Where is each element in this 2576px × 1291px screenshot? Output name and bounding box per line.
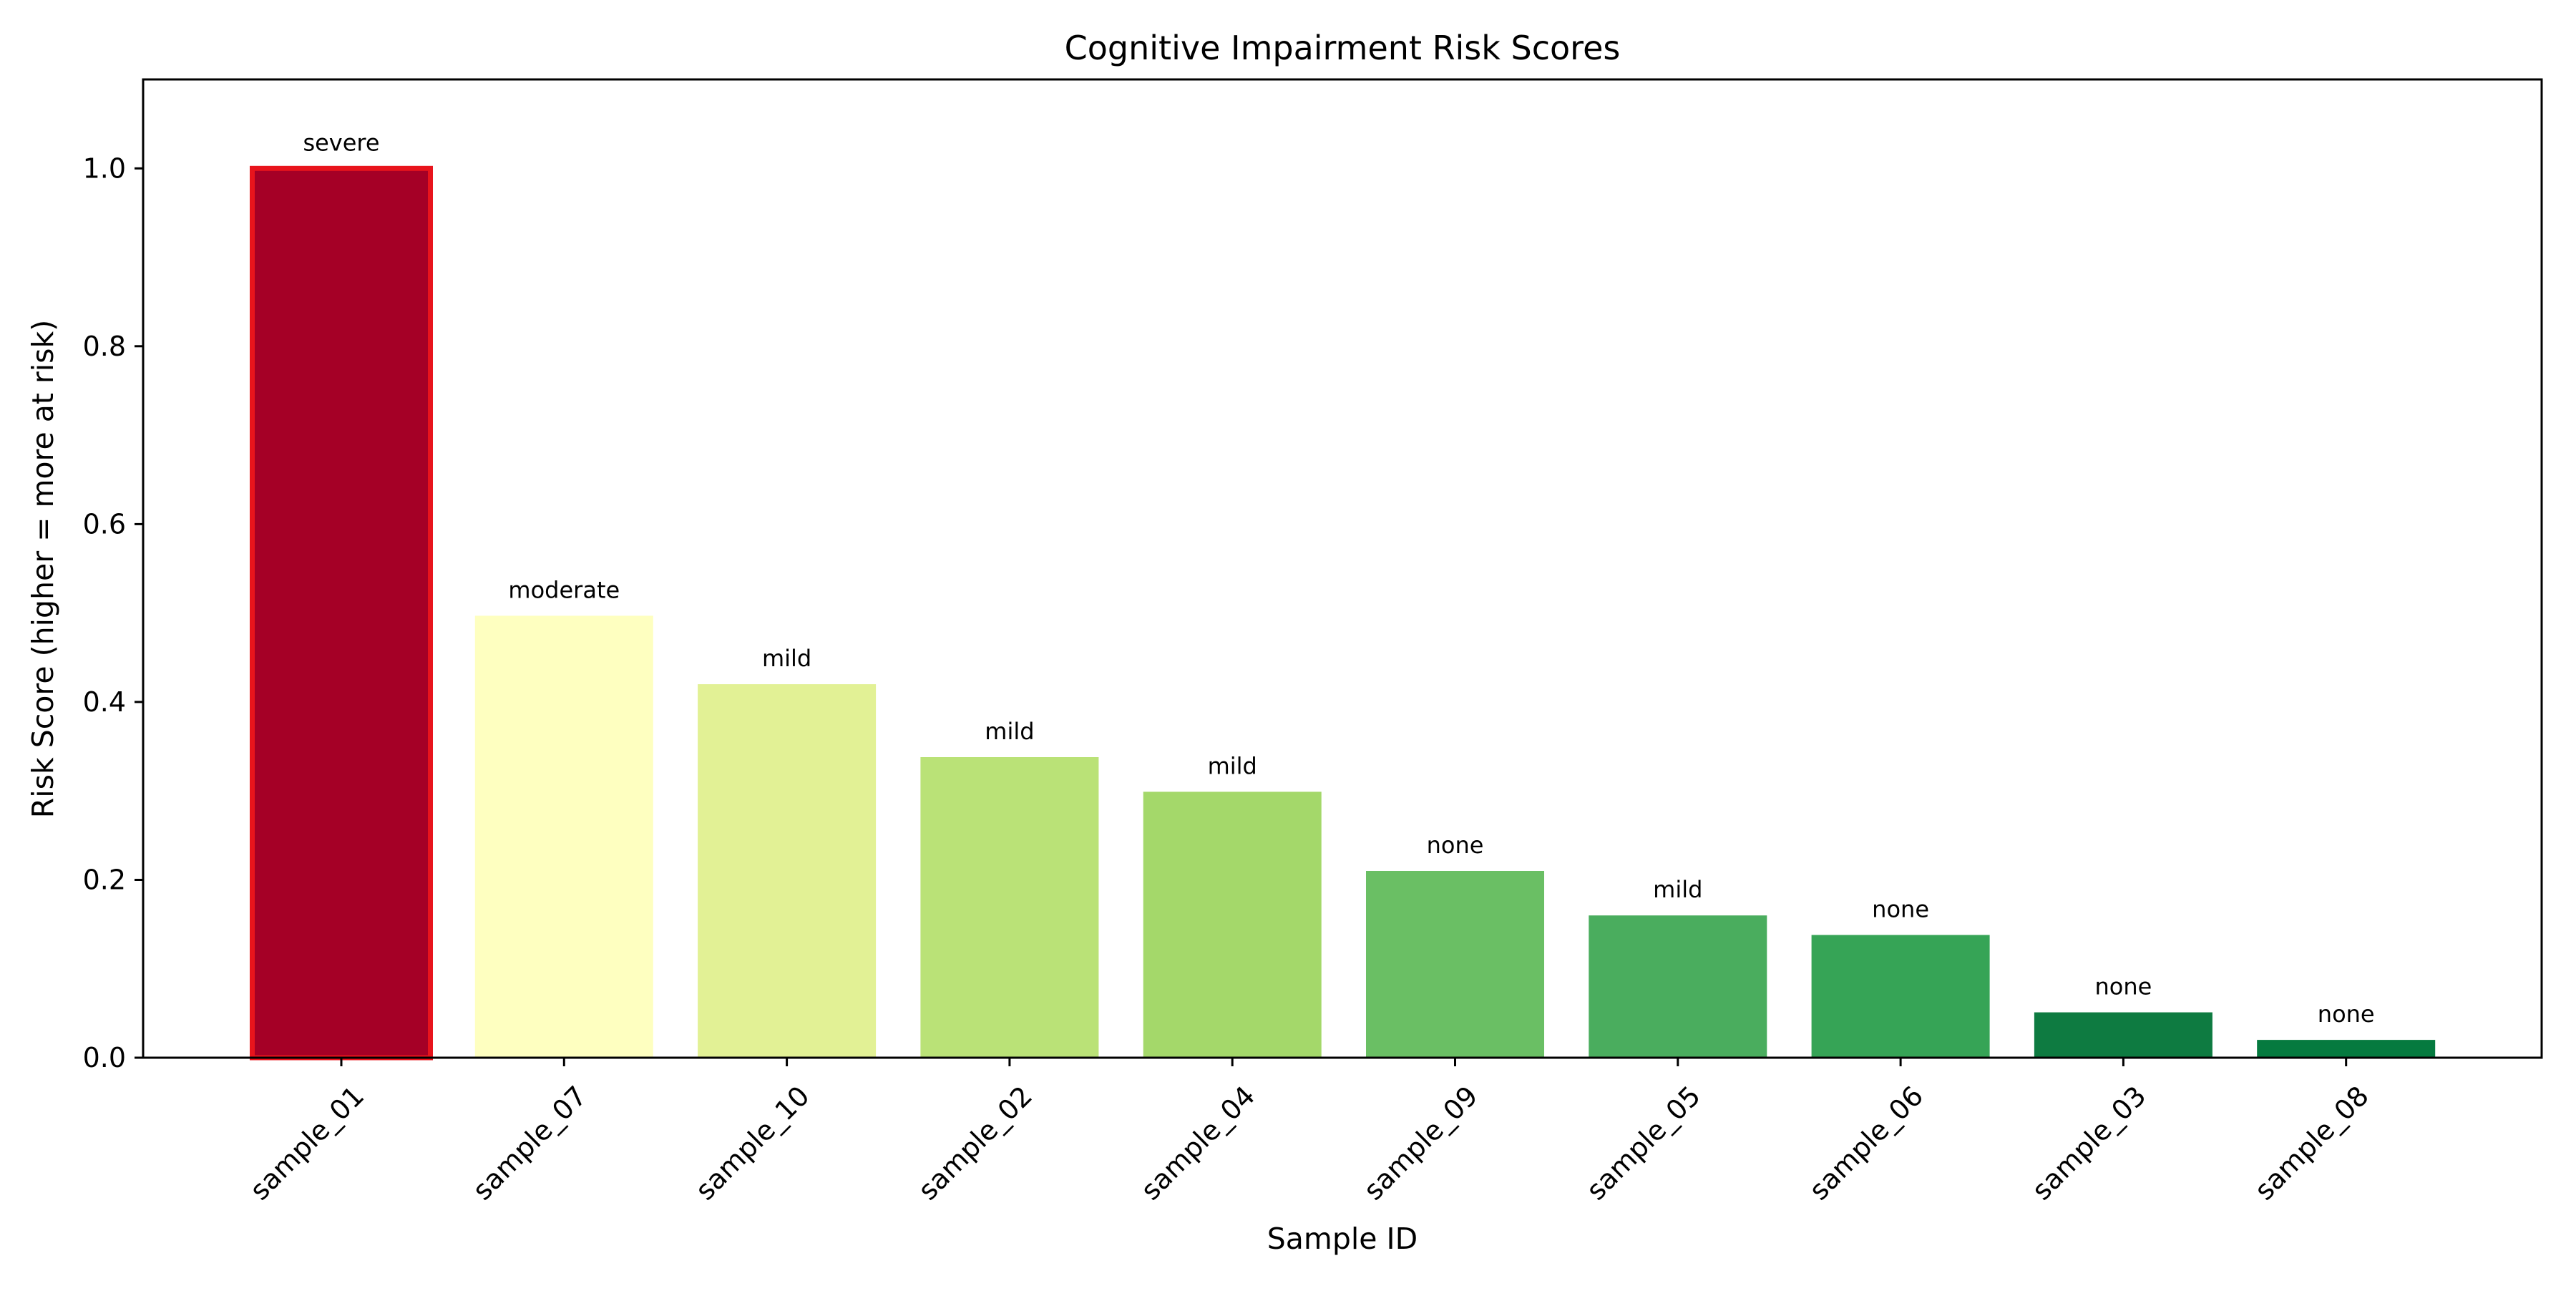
y-tick-label: 0.2 (83, 864, 126, 896)
y-tick-label: 0.6 (83, 508, 126, 540)
x-axis-label: Sample ID (1267, 1222, 1418, 1256)
plot-frame (142, 78, 2543, 1059)
bar-value-label: none (1427, 832, 1484, 859)
bar-labels-layer: severe moderate mild mild mild none mild none no… (303, 129, 2374, 1028)
bar-sample_05 (1589, 915, 1767, 1058)
bar-sample_09 (1366, 871, 1544, 1058)
bar-value-label: none (2094, 973, 2152, 1000)
y-axis-label: Risk Score (higher = more at risk) (26, 320, 60, 819)
bar-value-label: severe (303, 129, 379, 156)
bar-sample_03 (2034, 1012, 2212, 1058)
bar-value-label: none (1872, 896, 1929, 923)
bar-sample_10 (698, 684, 877, 1058)
bar-value-label: mild (762, 645, 811, 672)
bar-sample_06 (1811, 935, 1990, 1058)
chart-title: Cognitive Impairment Risk Scores (1065, 29, 1621, 67)
bar-sample_01 (250, 165, 433, 1061)
bar-value-label: mild (1653, 876, 1702, 903)
y-tick-label: 0.0 (83, 1042, 126, 1073)
y-tick-label: 0.8 (83, 331, 126, 362)
bar-value-label: mild (985, 718, 1034, 745)
bar-sample_08 (2257, 1040, 2436, 1058)
bar-sample_07 (474, 615, 653, 1058)
bar-sample_04 (1143, 791, 1322, 1058)
bar-sample_02 (920, 757, 1099, 1058)
bar-value-label: none (2318, 1000, 2375, 1028)
y-tick-label: 0.4 (83, 686, 126, 718)
bar-value-label: moderate (508, 576, 620, 603)
bar-value-label: mild (1208, 752, 1257, 779)
y-axis: 0.0 0.2 0.4 0.6 0.8 1.0 (83, 152, 143, 1073)
y-tick-label: 1.0 (83, 152, 126, 184)
bars-layer (250, 165, 2436, 1061)
